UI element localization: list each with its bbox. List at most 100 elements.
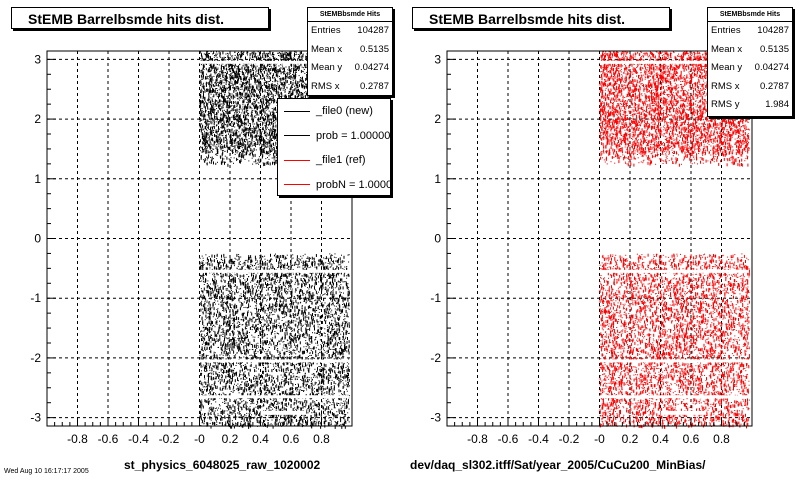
- scatter-point: [273, 147, 275, 151]
- scatter-point: [234, 126, 236, 128]
- scatter-point: [297, 85, 299, 88]
- scatter-point: [200, 69, 202, 71]
- scatter-point: [206, 73, 207, 75]
- scatter-point: [217, 81, 219, 83]
- scatter-point: [292, 86, 293, 88]
- scatter-point: [231, 141, 233, 145]
- scatter-point: [205, 57, 207, 61]
- scatter-point: [238, 74, 240, 78]
- scatter-point: [204, 119, 206, 120]
- scatter-point: [251, 130, 253, 132]
- scatter-point: [231, 59, 233, 61]
- scatter-point: [269, 138, 271, 142]
- scatter-point: [272, 116, 274, 118]
- scatter-point: [231, 135, 233, 136]
- scatter-point: [223, 122, 225, 126]
- scatter-point: [223, 158, 225, 160]
- scatter-point: [248, 144, 250, 146]
- scatter-point: [221, 138, 223, 142]
- scatter-point: [203, 113, 205, 117]
- scatter-point: [245, 93, 247, 95]
- scatter-point: [245, 98, 247, 100]
- scatter-point: [209, 151, 211, 153]
- scatter-point: [266, 135, 268, 137]
- scatter-point: [202, 91, 204, 94]
- scatter-point: [255, 134, 257, 138]
- scatter-point: [265, 98, 267, 100]
- scatter-point: [286, 72, 288, 74]
- scatter-point: [275, 153, 277, 157]
- scatter-point: [243, 135, 245, 137]
- scatter-point: [222, 151, 224, 155]
- scatter-point: [226, 156, 228, 160]
- scatter-point: [202, 124, 204, 128]
- scatter-point: [203, 111, 205, 113]
- scatter-point: [247, 132, 249, 134]
- scatter-point: [261, 155, 263, 159]
- scatter-point: [292, 80, 294, 82]
- scatter-point: [221, 123, 223, 125]
- scatter-point: [305, 64, 307, 68]
- scatter-point: [227, 125, 229, 127]
- scatter-point: [231, 105, 233, 106]
- scatter-point: [233, 123, 234, 127]
- scatter-point: [284, 51, 286, 55]
- scatter-point: [284, 89, 286, 91]
- scatter-point: [237, 73, 239, 75]
- scatter-point: [217, 113, 219, 115]
- scatter-point: [272, 87, 274, 91]
- scatter-point: [231, 122, 233, 123]
- scatter-point: [265, 105, 267, 109]
- scatter-point: [265, 142, 267, 144]
- scatter-point: [244, 86, 246, 90]
- scatter-point: [222, 157, 224, 161]
- scatter-point: [204, 121, 205, 123]
- scatter-point: [213, 106, 215, 108]
- scatter-point: [277, 82, 279, 84]
- scatter-point: [206, 156, 208, 158]
- scatter-point: [264, 131, 265, 135]
- scatter-point: [214, 109, 216, 111]
- scatter-point: [252, 89, 254, 93]
- scatter-point: [234, 75, 236, 79]
- scatter-point: [268, 120, 270, 122]
- scatter-point: [269, 148, 271, 152]
- scatter-point: [252, 154, 254, 158]
- scatter-point: [279, 94, 281, 96]
- scatter-point: [269, 147, 271, 149]
- scatter-point: [237, 72, 239, 76]
- scatter-point: [200, 114, 202, 116]
- scatter-point: [280, 96, 282, 98]
- scatter-point: [260, 56, 262, 60]
- scatter-point: [205, 69, 207, 71]
- scatter-point: [238, 137, 240, 139]
- scatter-point: [209, 101, 211, 103]
- scatter-point: [241, 110, 243, 112]
- scatter-point: [249, 97, 251, 99]
- scatter-point: [214, 88, 216, 90]
- scatter-point: [200, 119, 202, 121]
- scatter-point: [265, 143, 267, 144]
- scatter-point: [204, 134, 206, 138]
- scatter-point: [236, 118, 238, 122]
- scatter-point: [254, 104, 256, 108]
- scatter-point: [272, 123, 274, 127]
- scatter-point: [233, 133, 234, 137]
- scatter-point: [203, 85, 205, 87]
- scatter-point: [199, 118, 201, 122]
- scatter-point: [222, 70, 224, 72]
- scatter-point: [201, 88, 203, 90]
- scatter-point: [220, 149, 222, 151]
- scatter-point: [262, 73, 263, 77]
- scatter-point: [248, 78, 250, 80]
- scatter-point: [251, 103, 253, 105]
- scatter-point: [262, 105, 264, 109]
- scatter-point: [269, 51, 271, 55]
- scatter-point: [298, 70, 300, 71]
- scatter-point: [211, 118, 213, 120]
- scatter-point: [306, 74, 308, 76]
- scatter-point: [266, 72, 268, 76]
- scatter-point: [273, 100, 275, 104]
- scatter-point: [246, 94, 248, 98]
- scatter-point: [305, 91, 307, 93]
